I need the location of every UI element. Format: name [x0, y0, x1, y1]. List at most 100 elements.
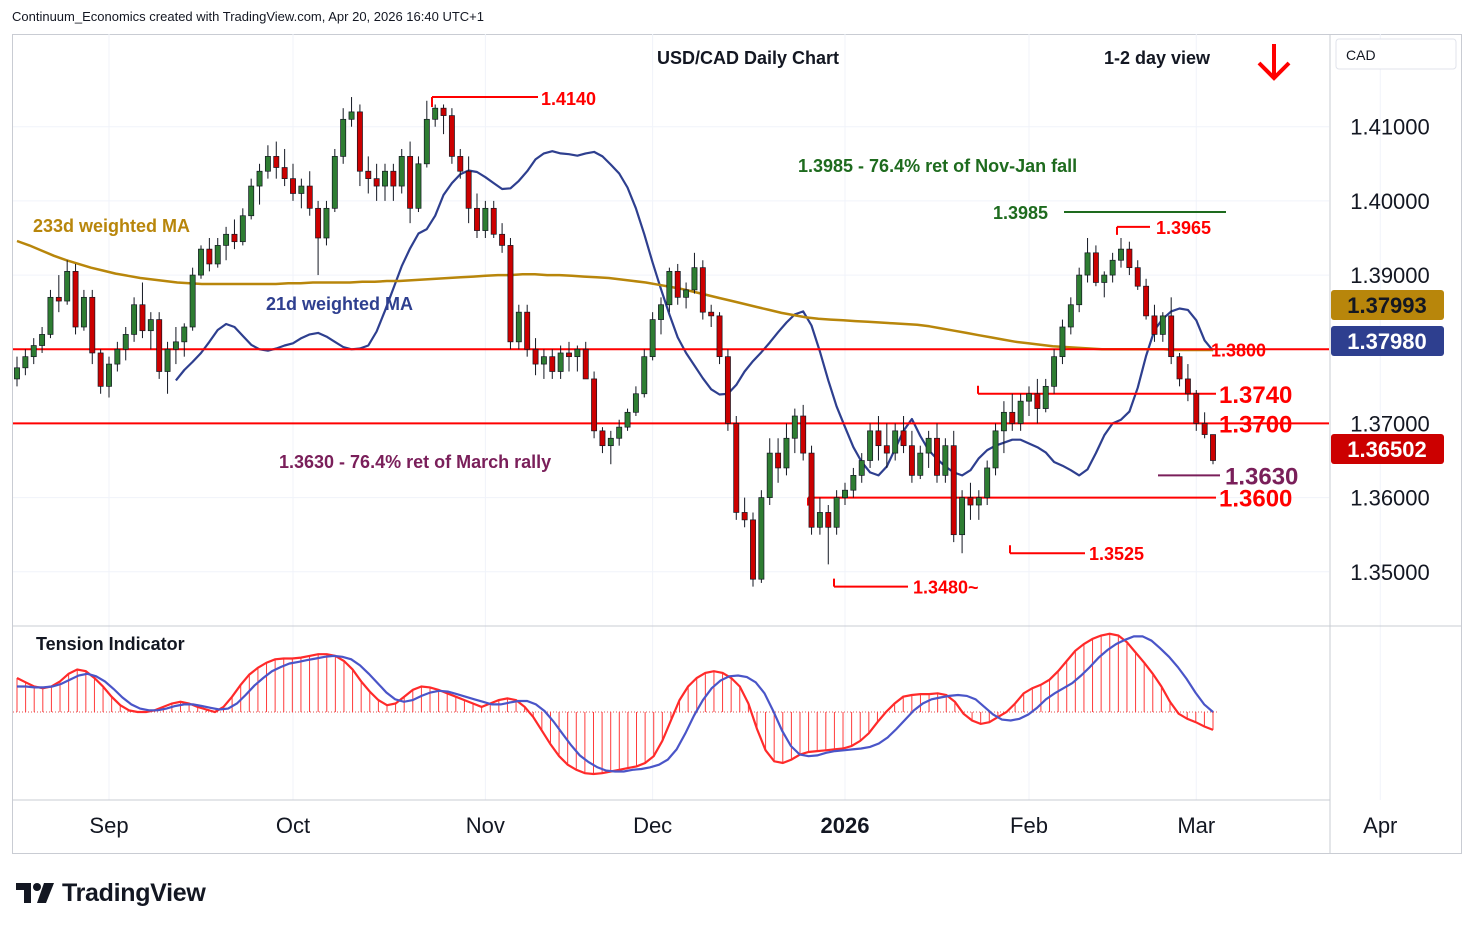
- candle: [490, 200, 497, 238]
- candle: [290, 163, 296, 201]
- candle: [1026, 386, 1032, 417]
- candle: [908, 430, 915, 483]
- candle-body: [875, 430, 882, 447]
- candle: [532, 338, 539, 376]
- candle-body: [1109, 259, 1116, 276]
- candle-body: [147, 319, 154, 332]
- candle: [1076, 267, 1083, 313]
- candle: [892, 423, 899, 461]
- annotation-1.3700: 1.3700: [1219, 411, 1292, 438]
- candle-body: [390, 170, 397, 187]
- candle: [432, 104, 439, 127]
- candle: [482, 200, 489, 238]
- candle: [331, 148, 338, 213]
- candle-body: [223, 233, 230, 246]
- candle: [407, 141, 414, 224]
- candle: [239, 208, 246, 246]
- candle-body: [315, 207, 322, 239]
- candle-body: [532, 348, 539, 365]
- candle-body: [540, 356, 547, 365]
- candle: [1101, 271, 1108, 298]
- candle-body: [574, 348, 581, 358]
- candle-body: [97, 352, 104, 387]
- candle-body: [382, 170, 388, 187]
- candle-body: [448, 115, 455, 157]
- candle: [699, 260, 706, 320]
- tension-slow-line: [17, 635, 1214, 773]
- candle-body: [791, 415, 798, 439]
- candle-body: [750, 519, 756, 580]
- candle-body: [1151, 315, 1158, 335]
- candle: [959, 490, 966, 554]
- candle-body: [1017, 400, 1024, 424]
- candle: [557, 345, 564, 379]
- candle: [658, 297, 664, 335]
- candle: [365, 156, 372, 194]
- candle: [55, 275, 62, 313]
- candle-body: [724, 356, 731, 424]
- candle-body: [348, 111, 355, 120]
- candle: [783, 423, 790, 476]
- candle: [1134, 260, 1141, 290]
- candle-body: [649, 319, 656, 358]
- candle-body: [515, 311, 522, 343]
- candle: [97, 349, 104, 394]
- candle-body: [398, 156, 405, 187]
- candle-body: [1134, 267, 1141, 287]
- candle-body: [867, 430, 874, 461]
- candle-body: [1143, 285, 1150, 317]
- candle: [47, 289, 54, 339]
- candle-body: [733, 423, 740, 513]
- candle-body: [290, 178, 296, 194]
- candle-body: [825, 512, 832, 528]
- y-tick-label: 1.36000: [1350, 486, 1430, 511]
- candle: [1059, 319, 1066, 365]
- tension-fast-line: [16, 632, 1214, 776]
- x-tick-label: Nov: [466, 813, 505, 838]
- price-badge: 1.37980: [1331, 326, 1444, 356]
- candle-body: [80, 296, 87, 328]
- tradingview-logo[interactable]: TradingView: [16, 878, 206, 908]
- candle: [607, 430, 614, 465]
- x-tick-label: Oct: [276, 813, 310, 838]
- candle: [281, 148, 288, 187]
- candle-body: [1000, 411, 1007, 432]
- candle-body: [925, 437, 932, 454]
- candle: [741, 497, 748, 528]
- price-badge-bg: [1331, 326, 1444, 356]
- candle-body: [273, 156, 280, 168]
- candle: [131, 297, 138, 342]
- candle-body: [816, 512, 823, 528]
- candle: [1184, 364, 1191, 402]
- currency-selector[interactable]: CAD: [1335, 38, 1457, 70]
- candle: [708, 304, 715, 327]
- candle: [1042, 378, 1049, 413]
- candle: [264, 145, 271, 179]
- annotation-1.3630: 1.3630: [1225, 463, 1298, 490]
- candle-body: [800, 415, 807, 454]
- candle: [248, 178, 255, 220]
- candle-body: [549, 356, 556, 372]
- price-badge-label: 1.37993: [1347, 293, 1427, 318]
- candle: [356, 104, 363, 187]
- candle-body: [72, 271, 79, 328]
- candle-body: [808, 452, 815, 528]
- candle-body: [1084, 252, 1091, 276]
- candle: [206, 237, 213, 272]
- candle: [398, 148, 405, 194]
- candle: [223, 226, 230, 261]
- candle: [390, 163, 397, 201]
- candle-body: [1176, 356, 1183, 380]
- candle-body: [934, 437, 940, 476]
- annotation-labels: 1.4140 1.3985 - 76.4% ret of Nov-Jan fall…: [33, 89, 1298, 598]
- candle: [1159, 312, 1166, 342]
- candle-body: [114, 348, 121, 365]
- candle-body: [22, 356, 29, 369]
- candle-body: [858, 460, 865, 476]
- candle: [808, 445, 815, 535]
- candle: [1176, 352, 1183, 387]
- candle-body: [892, 430, 899, 454]
- candle: [791, 408, 798, 454]
- candle-body: [557, 352, 564, 372]
- candle-body: [214, 245, 221, 265]
